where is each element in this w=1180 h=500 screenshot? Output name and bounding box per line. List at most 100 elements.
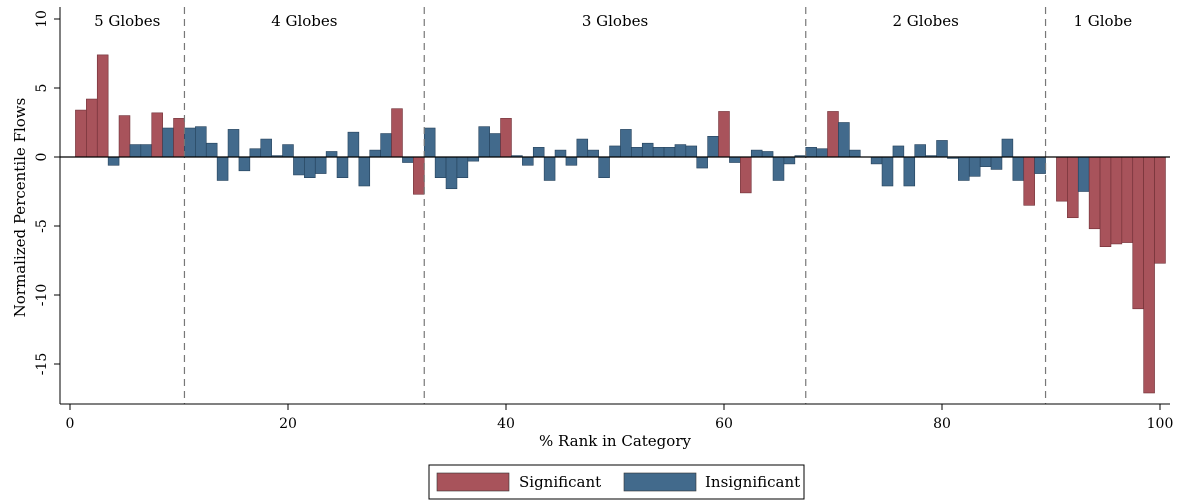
- bar-44: [543, 156, 556, 181]
- legend: Significant Insignificant: [428, 464, 805, 500]
- bar-70: [827, 111, 839, 158]
- group-label-4: 2 Globes: [892, 12, 958, 30]
- bars-layer: [75, 54, 1166, 394]
- y-tick-label-5: 5: [34, 84, 50, 93]
- bar-8: [151, 112, 163, 158]
- bar-80: [936, 140, 948, 158]
- bar-14: [216, 156, 229, 181]
- bar-91: [1056, 156, 1068, 202]
- bar-4: [107, 156, 120, 166]
- bar-83: [968, 156, 981, 177]
- bar-28: [369, 149, 381, 158]
- bar-89: [1034, 156, 1046, 174]
- bar-52: [631, 147, 643, 158]
- bar-32: [413, 156, 425, 195]
- bar-12: [195, 126, 207, 158]
- bar-86: [1001, 138, 1014, 158]
- bar-96: [1110, 156, 1123, 245]
- bar-68: [805, 147, 817, 158]
- legend-label-significant: Significant: [519, 473, 601, 491]
- bar-98: [1132, 156, 1144, 310]
- bar-13: [205, 142, 218, 158]
- bar-66: [783, 156, 796, 165]
- legend-swatch-insignificant: [623, 472, 697, 492]
- bar-47: [576, 138, 589, 158]
- bar-39: [489, 133, 501, 158]
- bar-61: [729, 156, 741, 163]
- bar-77: [903, 156, 916, 187]
- bar-15: [227, 129, 240, 158]
- bar-76: [892, 145, 905, 158]
- group-dividers: [183, 7, 1047, 404]
- bar-51: [620, 129, 632, 158]
- y-axis-title: Normalized Percentile Flows: [11, 98, 29, 318]
- legend-label-insignificant: Insignificant: [705, 473, 800, 491]
- bar-29: [380, 133, 392, 158]
- bar-59: [707, 136, 719, 158]
- x-ticks: 0 20 40 60 80 100: [66, 404, 1174, 432]
- bar-1: [75, 109, 87, 158]
- bar-33: [423, 127, 436, 158]
- bar-24: [325, 151, 338, 158]
- bar-97: [1121, 156, 1134, 243]
- y-tick-label--15: -15: [34, 353, 50, 376]
- x-axis-title: % Rank in Category: [539, 432, 691, 450]
- x-tick-label-100: 100: [1147, 416, 1174, 432]
- bar-72: [849, 149, 861, 158]
- bar-87: [1012, 156, 1025, 181]
- bar-5: [118, 115, 131, 158]
- group-labels: 5 Globes 4 Globes 3 Globes 2 Globes 1 Globe: [94, 12, 1132, 30]
- bar-36: [456, 156, 469, 179]
- bar-48: [587, 149, 599, 158]
- bar-78: [914, 144, 926, 158]
- bar-9: [162, 127, 174, 158]
- bar-40: [500, 118, 512, 158]
- bar-55: [663, 147, 676, 158]
- bar-62: [740, 156, 752, 194]
- bar-94: [1088, 156, 1101, 230]
- bar-56: [674, 144, 687, 158]
- bar-88: [1023, 156, 1035, 206]
- bar-46: [565, 156, 578, 166]
- y-ticks: 10 5 0 -5 -10 -15: [34, 10, 60, 375]
- x-tick-label-0: 0: [66, 416, 75, 432]
- bar-7: [140, 144, 153, 158]
- x-tick-label-60: 60: [715, 416, 733, 432]
- bar-100: [1154, 156, 1166, 264]
- bar-60: [718, 111, 730, 158]
- bar-64: [761, 151, 774, 158]
- bar-3: [96, 54, 109, 158]
- bar-69: [816, 148, 828, 158]
- bar-38: [478, 126, 490, 158]
- bar-26: [347, 131, 360, 158]
- bar-57: [685, 145, 698, 158]
- group-label-2: 4 Globes: [271, 12, 337, 30]
- bar-6: [129, 144, 142, 158]
- bar-37: [467, 156, 480, 162]
- bar-22: [304, 156, 316, 179]
- group-label-5: 1 Globe: [1073, 12, 1132, 30]
- bar-49: [598, 156, 610, 179]
- y-tick-label-0: 0: [34, 153, 50, 162]
- bar-42: [522, 156, 534, 166]
- bar-17: [249, 148, 262, 158]
- y-tick-label-10: 10: [34, 10, 50, 28]
- legend-swatch-significant: [436, 472, 510, 492]
- bar-27: [358, 156, 371, 187]
- group-label-1: 5 Globes: [94, 12, 160, 30]
- bar-65: [772, 156, 785, 181]
- bar-53: [641, 142, 654, 158]
- bar-18: [260, 138, 272, 158]
- bar-58: [696, 156, 708, 169]
- group-label-3: 3 Globes: [582, 12, 648, 30]
- bar-95: [1099, 156, 1112, 247]
- bar-2: [86, 98, 98, 158]
- bar-34: [434, 156, 447, 179]
- axes: [59, 7, 1170, 405]
- bar-74: [870, 156, 883, 165]
- x-tick-label-40: 40: [497, 416, 515, 432]
- x-tick-label-20: 20: [279, 416, 297, 432]
- bar-85: [990, 156, 1003, 170]
- x-tick-label-80: 80: [933, 416, 951, 432]
